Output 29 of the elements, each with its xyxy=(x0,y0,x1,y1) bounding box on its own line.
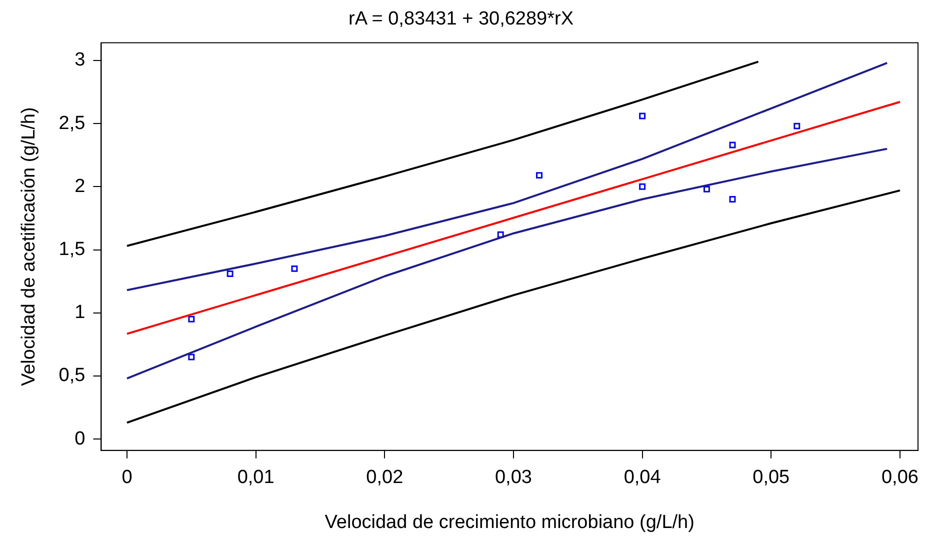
point xyxy=(729,196,736,203)
point xyxy=(639,183,646,190)
y-tick-label: 1,5 xyxy=(58,238,86,260)
point xyxy=(188,316,195,322)
y-tick-label: 3 xyxy=(74,50,86,71)
y-axis-title: Velocidad de acetificación (g/L/h) xyxy=(18,107,40,386)
x-tick-label: 0,05 xyxy=(752,467,790,488)
y-tick-label: 1 xyxy=(74,302,86,324)
point xyxy=(497,231,504,238)
point xyxy=(639,112,646,120)
point xyxy=(188,354,195,360)
x-tick-label: 0,06 xyxy=(881,467,918,488)
y-tick-label: 2,5 xyxy=(58,112,86,134)
point xyxy=(291,265,298,272)
y-tick-label: 0 xyxy=(74,428,86,450)
y-tick-label: 0,5 xyxy=(58,365,86,386)
point xyxy=(729,142,736,148)
point xyxy=(703,186,710,192)
x-tick-label: 0,04 xyxy=(624,467,662,488)
x-tick-label: 0,03 xyxy=(494,467,532,488)
point xyxy=(226,270,234,277)
x-tick-label: 0 xyxy=(122,467,132,488)
y-tick-label: 2 xyxy=(74,176,86,197)
chart-title: rA = 0,83431 + 30,6289*rX xyxy=(348,8,574,30)
x-tick-label: 0,01 xyxy=(237,467,274,488)
point xyxy=(794,122,800,130)
x-tick-label: 0,02 xyxy=(366,467,404,488)
point xyxy=(536,172,542,179)
x-axis-title: Velocidad de crecimiento microbiano (g/L/h) xyxy=(324,512,694,533)
